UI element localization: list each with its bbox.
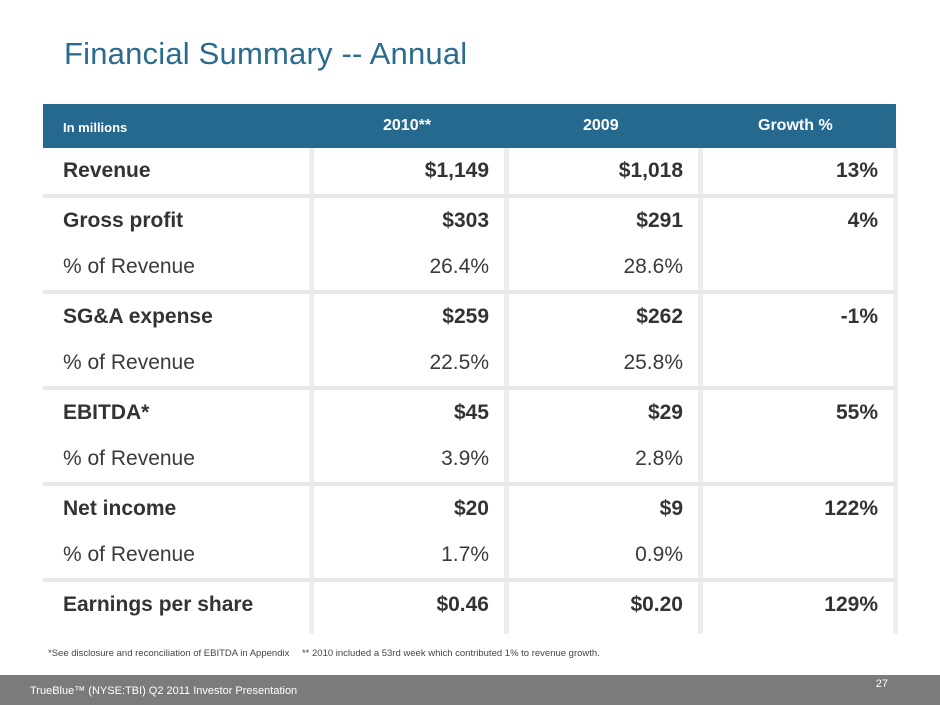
value-growth bbox=[703, 244, 878, 290]
row-label: % of Revenue bbox=[63, 351, 195, 374]
table-body: Revenue $1,149 $1,018 13% Gross profit $303 $2… bbox=[43, 148, 896, 628]
footnote-ebitda: *See disclosure and reconciliation of EB… bbox=[48, 648, 290, 659]
slide-title: Financial Summary -- Annual bbox=[64, 36, 468, 71]
row-label: Net income bbox=[63, 497, 177, 520]
value-2009: $262 bbox=[636, 305, 683, 328]
row-label: Revenue bbox=[63, 159, 151, 182]
value-2009: 25.8% bbox=[623, 351, 683, 374]
table-row: % of Revenue 26.4% 28.6% bbox=[43, 244, 896, 290]
value-2009: 0.9% bbox=[635, 543, 683, 566]
footer-bar: TrueBlue™ (NYSE:TBI) Q2 2011 Investor Pr… bbox=[0, 675, 940, 705]
value-2009: $0.20 bbox=[630, 593, 683, 616]
value-2010: $20 bbox=[453, 497, 489, 520]
value-growth: 122% bbox=[824, 497, 878, 520]
value-growth bbox=[703, 436, 878, 482]
table-row-group: Gross profit $303 $291 4% % of Revenue 26.4% 2… bbox=[43, 198, 896, 294]
table-row: SG&A expense $259 $262 -1% bbox=[43, 294, 896, 340]
value-growth: 4% bbox=[847, 209, 878, 232]
value-growth: -1% bbox=[840, 305, 878, 328]
table-row-group: EBITDA* $45 $29 55% % of Revenue 3.9% 2.8% bbox=[43, 390, 896, 486]
row-label: Earnings per share bbox=[63, 593, 254, 616]
header-2010: 2010** bbox=[383, 117, 432, 134]
value-2010: 26.4% bbox=[429, 255, 489, 278]
footnotes: *See disclosure and reconciliation of EB… bbox=[48, 648, 600, 659]
value-2010: $45 bbox=[453, 401, 489, 424]
row-label: Gross profit bbox=[63, 209, 184, 232]
row-label: % of Revenue bbox=[63, 255, 195, 278]
header-2009: 2009 bbox=[583, 117, 619, 134]
value-2010: $303 bbox=[442, 209, 489, 232]
value-2009: 28.6% bbox=[623, 255, 683, 278]
page-number: 27 bbox=[875, 678, 888, 690]
value-2010: $1,149 bbox=[424, 159, 489, 182]
value-growth bbox=[703, 532, 878, 578]
table-row: % of Revenue 1.7% 0.9% bbox=[43, 532, 896, 578]
row-label: EBITDA* bbox=[63, 401, 150, 424]
value-growth: 13% bbox=[835, 159, 878, 182]
table-row: Revenue $1,149 $1,018 13% bbox=[43, 148, 896, 194]
table-row-group: Earnings per share $0.46 $0.20 129% bbox=[43, 582, 896, 628]
column-separator bbox=[504, 148, 509, 634]
column-separator bbox=[309, 148, 314, 634]
header-growth: Growth % bbox=[758, 117, 833, 134]
value-2010: 1.7% bbox=[441, 543, 489, 566]
table-row: Gross profit $303 $291 4% bbox=[43, 198, 896, 244]
row-label: SG&A expense bbox=[63, 305, 213, 328]
value-2010: 22.5% bbox=[429, 351, 489, 374]
value-2010: $259 bbox=[442, 305, 489, 328]
table-row-group: SG&A expense $259 $262 -1% % of Revenue 22.5%… bbox=[43, 294, 896, 390]
value-2010: $0.46 bbox=[436, 593, 489, 616]
financial-table: In millions 2010** 2009 Growth % Revenue… bbox=[43, 104, 896, 628]
value-2009: 2.8% bbox=[635, 447, 683, 470]
value-2009: $1,018 bbox=[618, 159, 683, 182]
table-row: % of Revenue 22.5% 25.8% bbox=[43, 340, 896, 386]
row-label: % of Revenue bbox=[63, 447, 195, 470]
value-growth: 55% bbox=[835, 401, 878, 424]
row-label: % of Revenue bbox=[63, 543, 195, 566]
table-row-group: Net income $20 $9 122% % of Revenue 1.7% 0.9% bbox=[43, 486, 896, 582]
footer-text: TrueBlue™ (NYSE:TBI) Q2 2011 Investor Pr… bbox=[30, 685, 298, 697]
value-growth bbox=[703, 340, 878, 386]
table-row: Net income $20 $9 122% bbox=[43, 486, 896, 532]
value-growth: 129% bbox=[824, 593, 878, 616]
column-separator bbox=[698, 148, 703, 634]
header-units-label: In millions bbox=[63, 120, 128, 135]
table-row: Earnings per share $0.46 $0.20 129% bbox=[43, 582, 896, 628]
table-header: In millions 2010** 2009 Growth % bbox=[43, 104, 896, 148]
table-row-group: Revenue $1,149 $1,018 13% bbox=[43, 148, 896, 198]
value-2009: $9 bbox=[659, 497, 683, 520]
table-row: % of Revenue 3.9% 2.8% bbox=[43, 436, 896, 482]
footnote-53rd-week: ** 2010 included a 53rd week which contr… bbox=[301, 648, 600, 659]
column-separator bbox=[893, 148, 898, 634]
value-2009: $29 bbox=[647, 401, 683, 424]
value-2009: $291 bbox=[636, 209, 683, 232]
value-2010: 3.9% bbox=[441, 447, 489, 470]
table-row: EBITDA* $45 $29 55% bbox=[43, 390, 896, 436]
